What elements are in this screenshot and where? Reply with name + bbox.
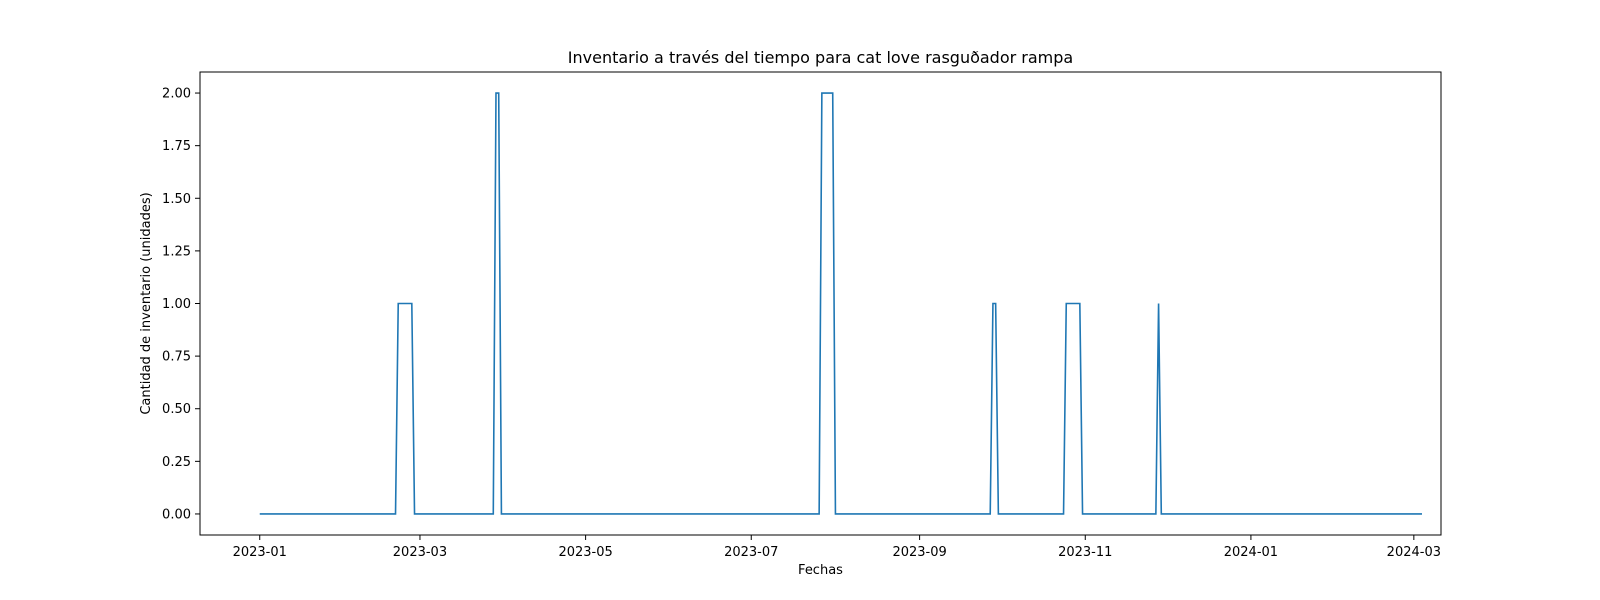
x-axis-label: Fechas xyxy=(798,563,843,578)
y-tick-label: 0.25 xyxy=(162,455,191,470)
series-line-0 xyxy=(259,92,1422,515)
x-tick-label: 2024-01 xyxy=(1224,545,1278,560)
y-axis-label: Cantidad de inventario (unidades) xyxy=(139,192,154,414)
y-tick-label: 0.00 xyxy=(162,507,191,522)
chart-title: Inventario a través del tiempo para cat … xyxy=(568,48,1073,67)
series-layer xyxy=(259,92,1422,515)
y-tick-label: 0.75 xyxy=(162,350,191,365)
x-tick-label: 2023-03 xyxy=(393,545,447,560)
y-tick-label: 1.00 xyxy=(162,297,191,312)
y-tick-label: 2.00 xyxy=(162,87,191,102)
x-tick-label: 2023-09 xyxy=(892,545,946,560)
y-tick-label: 1.50 xyxy=(162,192,191,207)
x-tick-label: 2023-07 xyxy=(724,545,778,560)
y-tick-label: 1.75 xyxy=(162,139,191,154)
y-tick-label: 0.50 xyxy=(162,402,191,417)
y-tick-label: 1.25 xyxy=(162,244,191,259)
x-tick-label: 2024-03 xyxy=(1387,545,1441,560)
x-axis-ticks: 2023-01 2023-03 2023-05 2023-07 2023-09 2023-… xyxy=(233,535,1441,560)
x-tick-label: 2023-01 xyxy=(233,545,287,560)
x-tick-label: 2023-05 xyxy=(558,545,612,560)
x-tick-label: 2023-11 xyxy=(1058,545,1112,560)
y-axis-ticks: 0.00 0.25 0.50 0.75 1.00 1.25 1.50 1.75 2.00 xyxy=(162,87,200,522)
